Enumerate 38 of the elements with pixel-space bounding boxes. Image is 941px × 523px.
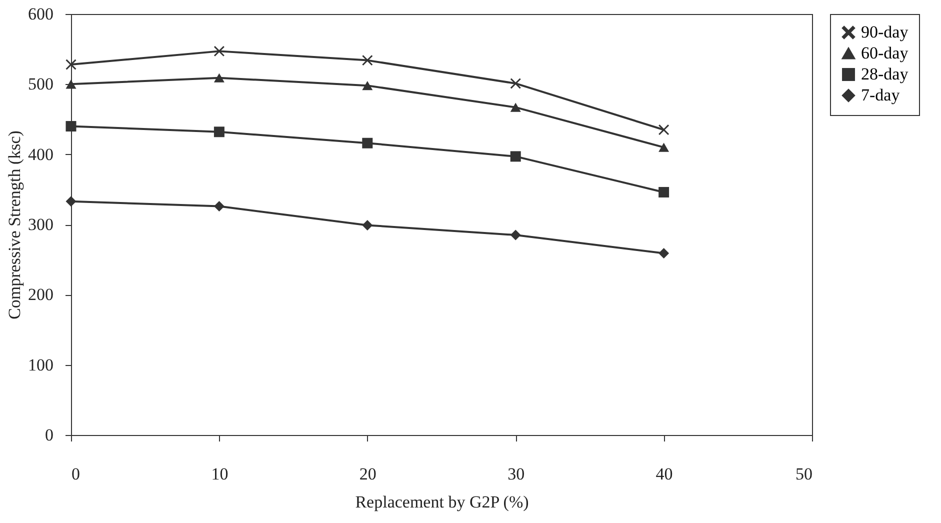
point [362, 138, 373, 148]
y-tick-label: 300 [28, 215, 54, 234]
legend-label: 90-day [861, 22, 909, 42]
y-tick-label: 500 [28, 74, 54, 94]
point [510, 102, 521, 112]
y-tick-label: 200 [28, 285, 54, 304]
point [214, 73, 224, 82]
point [66, 121, 76, 132]
point [362, 55, 373, 66]
point [362, 220, 373, 230]
legend-label: 28-day [861, 64, 909, 84]
point [510, 230, 521, 240]
y-tick-label: 400 [28, 144, 54, 164]
y-tick-label: 600 [28, 4, 54, 24]
legend-label: 60-day [861, 44, 909, 62]
y-tick-label: 100 [28, 355, 54, 374]
x-tick-label: 30 [508, 464, 525, 484]
point [510, 78, 521, 89]
x-tick-label: 0 [72, 464, 80, 484]
point [658, 142, 670, 152]
point [214, 46, 224, 56]
point [510, 151, 521, 162]
point [66, 59, 76, 70]
x-axis-title: Replacement by G2P (%) [355, 492, 529, 512]
point [658, 248, 670, 259]
x-tick-label: 50 [796, 464, 812, 484]
x-tick-label: 40 [656, 464, 673, 484]
x-tick-label: 20 [359, 464, 376, 484]
y-axis-title: Compressive Strength (ksc) [5, 130, 24, 320]
x-tick-label: 10 [211, 464, 228, 484]
point [658, 124, 670, 136]
y-tick-label: 0 [45, 426, 54, 444]
legend-label: 7-day [861, 86, 900, 104]
point [362, 81, 373, 90]
point [214, 126, 224, 138]
point [214, 201, 224, 212]
point [66, 196, 76, 207]
point [658, 186, 670, 198]
